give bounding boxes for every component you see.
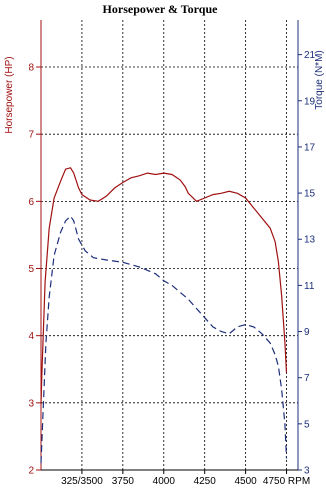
x-tick-label: 325/3500	[61, 476, 103, 487]
right-tick-label: 11	[304, 281, 315, 292]
left-tick-label: 6	[28, 197, 34, 208]
right-tick-label: 3	[304, 466, 310, 477]
chart-title: Horsepower & Torque	[103, 2, 219, 16]
right-tick-label: 19	[304, 96, 316, 107]
left-tick-label: 8	[28, 63, 34, 74]
x-tick-label: 4000	[153, 476, 176, 487]
right-axis-ticks: 3 5 7 9 11 13 15 17 19 21	[298, 50, 316, 477]
left-axis-label: Horsepower (HP)	[4, 56, 15, 133]
series-layer	[40, 167, 288, 464]
right-tick-label: 9	[304, 327, 310, 338]
x-tick-label: 4750 RPM	[263, 476, 310, 487]
right-tick-label: 21	[304, 50, 316, 61]
right-tick-label: 17	[304, 142, 316, 153]
right-tick-label: 13	[304, 235, 316, 246]
right-tick-label: 7	[304, 373, 310, 384]
right-axis-label: Torque (N*M)	[314, 50, 325, 109]
left-axis-ticks: 2 3 4 5 6 7 8	[28, 63, 41, 477]
x-tick-label: 3750	[112, 476, 135, 487]
right-tick-label: 15	[304, 189, 316, 200]
left-tick-label: 4	[28, 331, 34, 342]
x-tick-label: 4250	[194, 476, 217, 487]
right-tick-label: 5	[304, 419, 310, 430]
left-tick-label: 3	[28, 398, 34, 409]
left-tick-label: 5	[28, 264, 34, 275]
horsepower-series-line	[40, 167, 288, 405]
x-axis-ticks: 325/3500 3750 4000 4250 4500 4750 RPM	[61, 470, 310, 487]
left-tick-label: 7	[28, 130, 34, 141]
left-tick-label: 2	[28, 466, 34, 477]
grid-layer	[41, 20, 298, 470]
x-tick-label: 4500	[234, 476, 257, 487]
